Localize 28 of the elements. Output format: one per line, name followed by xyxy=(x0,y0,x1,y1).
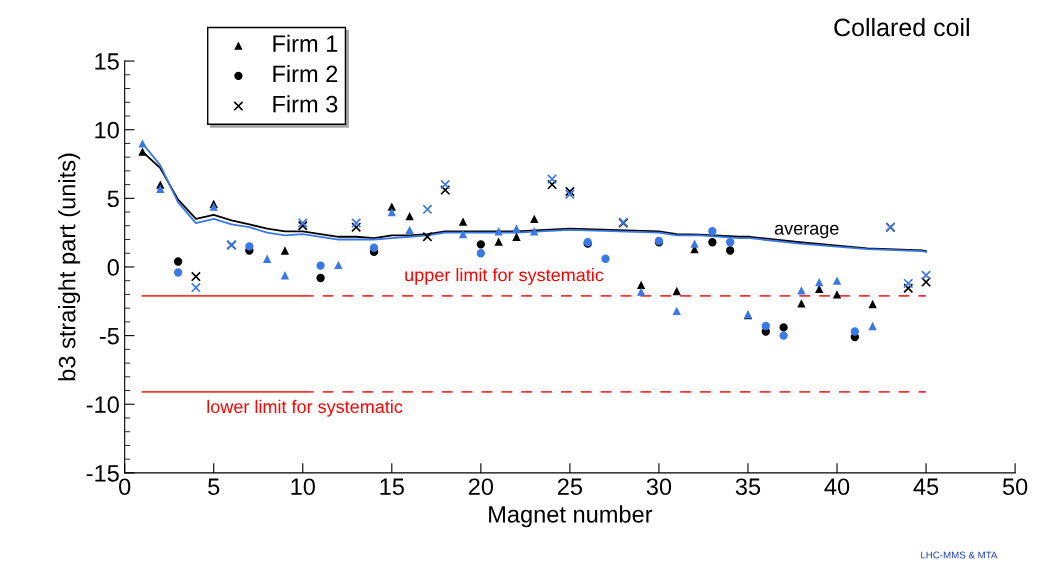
annotation: upper limit for systematic xyxy=(405,268,604,285)
x-tick-label: 35 xyxy=(735,478,761,496)
x-axis-title: Magnet number xyxy=(489,505,653,528)
x-tick-label: 30 xyxy=(646,478,672,496)
legend-label: Firm 3 xyxy=(273,95,338,113)
legend-label: Firm 1 xyxy=(273,34,338,52)
y-tick-label: -15 xyxy=(86,465,119,482)
y-tick-label: 10 xyxy=(95,121,119,139)
chart-title: Collared coil xyxy=(834,17,969,37)
y-tick-label: -10 xyxy=(86,396,119,414)
y-tick-label: 5 xyxy=(107,190,119,208)
annotation: lower limit for systematic xyxy=(207,399,403,417)
y-tick-label: -5 xyxy=(99,327,119,345)
x-tick-label: 0 xyxy=(119,478,131,496)
x-tick-label: 15 xyxy=(380,478,404,496)
y-tick-label: 15 xyxy=(95,53,119,70)
y-tick-label: 0 xyxy=(107,259,119,276)
x-tick-label: 20 xyxy=(468,478,494,496)
x-tick-label: 5 xyxy=(208,478,220,496)
annotation: average xyxy=(774,224,839,239)
x-tick-label: 45 xyxy=(913,478,939,496)
x-tick-label: 10 xyxy=(291,478,315,496)
x-tick-label: 40 xyxy=(824,478,850,496)
text: LHC-MMS & MTA xyxy=(921,551,998,559)
x-tick-label: 50 xyxy=(1002,478,1028,496)
x-tick-label: 25 xyxy=(557,478,583,496)
legend-label: Firm 2 xyxy=(273,64,338,83)
y-axis-title: b3 straight part (units) xyxy=(58,153,81,381)
